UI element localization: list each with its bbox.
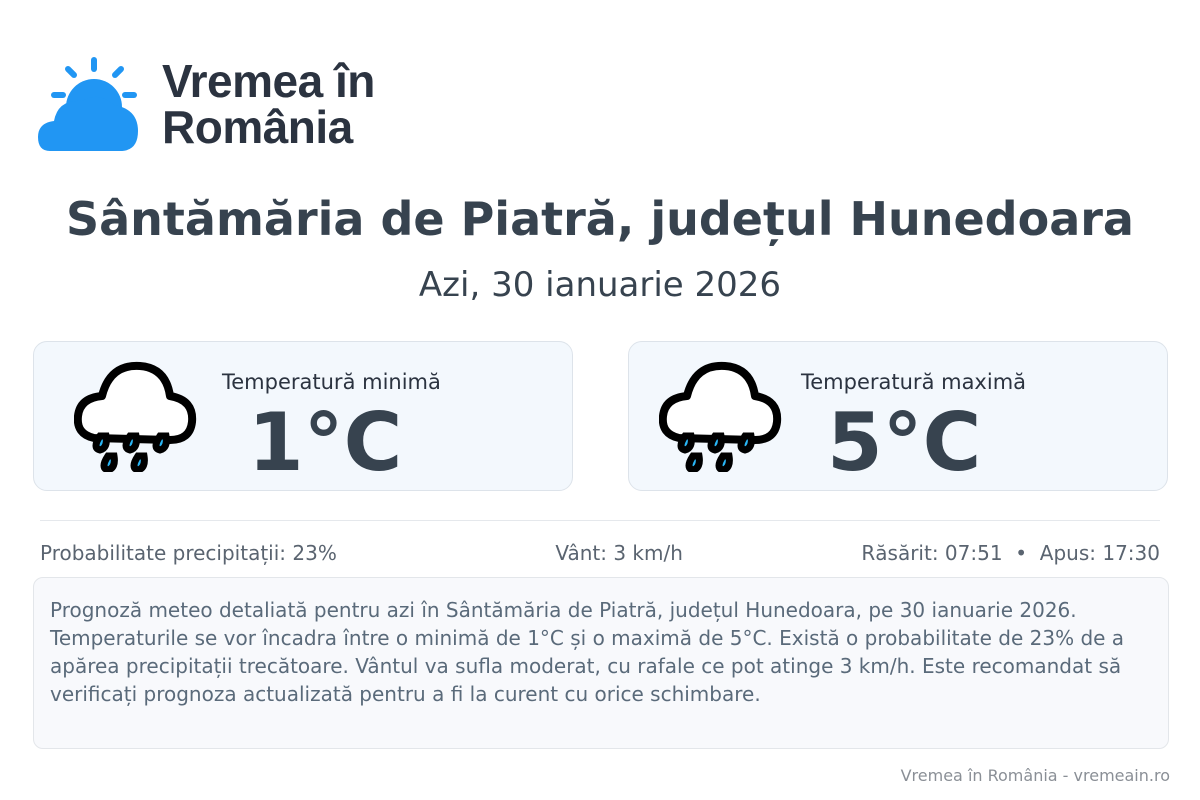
rain-cloud-icon bbox=[659, 361, 782, 472]
page-title: Sântămăria de Piatră, județul Hunedoara bbox=[66, 192, 1134, 246]
sun-cloud-icon bbox=[38, 57, 138, 151]
divider bbox=[40, 520, 1160, 521]
precipitation-stat: Probabilitate precipitații: 23% bbox=[40, 541, 337, 565]
brand-line1: Vremea în bbox=[162, 55, 375, 107]
stats-row: Probabilitate precipitații: 23% Vânt: 3 … bbox=[40, 541, 1160, 565]
forecast-date: Azi, 30 ianuarie 2026 bbox=[418, 265, 782, 305]
max-temp-card: Temperatură maximă 5°C bbox=[628, 341, 1168, 491]
rain-cloud-icon bbox=[74, 361, 197, 472]
max-temp-label: Temperatură maximă bbox=[801, 370, 1027, 394]
sun-times-stat: Răsărit: 07:51 • Apus: 17:30 bbox=[861, 541, 1160, 565]
wind-stat: Vânt: 3 km/h bbox=[555, 541, 683, 565]
min-temp-label: Temperatură minimă bbox=[222, 370, 441, 394]
min-temp-card: Temperatură minimă 1°C bbox=[33, 341, 573, 491]
site-logo[interactable]: Vremea în România bbox=[36, 55, 375, 153]
footer-credit: Vremea în România - vremeain.ro bbox=[900, 766, 1170, 785]
min-temp-value: 1°C bbox=[248, 396, 403, 489]
forecast-description: Prognoză meteo detaliată pentru azi în S… bbox=[33, 577, 1169, 749]
brand-line2: România bbox=[162, 101, 353, 153]
max-temp-value: 5°C bbox=[827, 396, 982, 489]
